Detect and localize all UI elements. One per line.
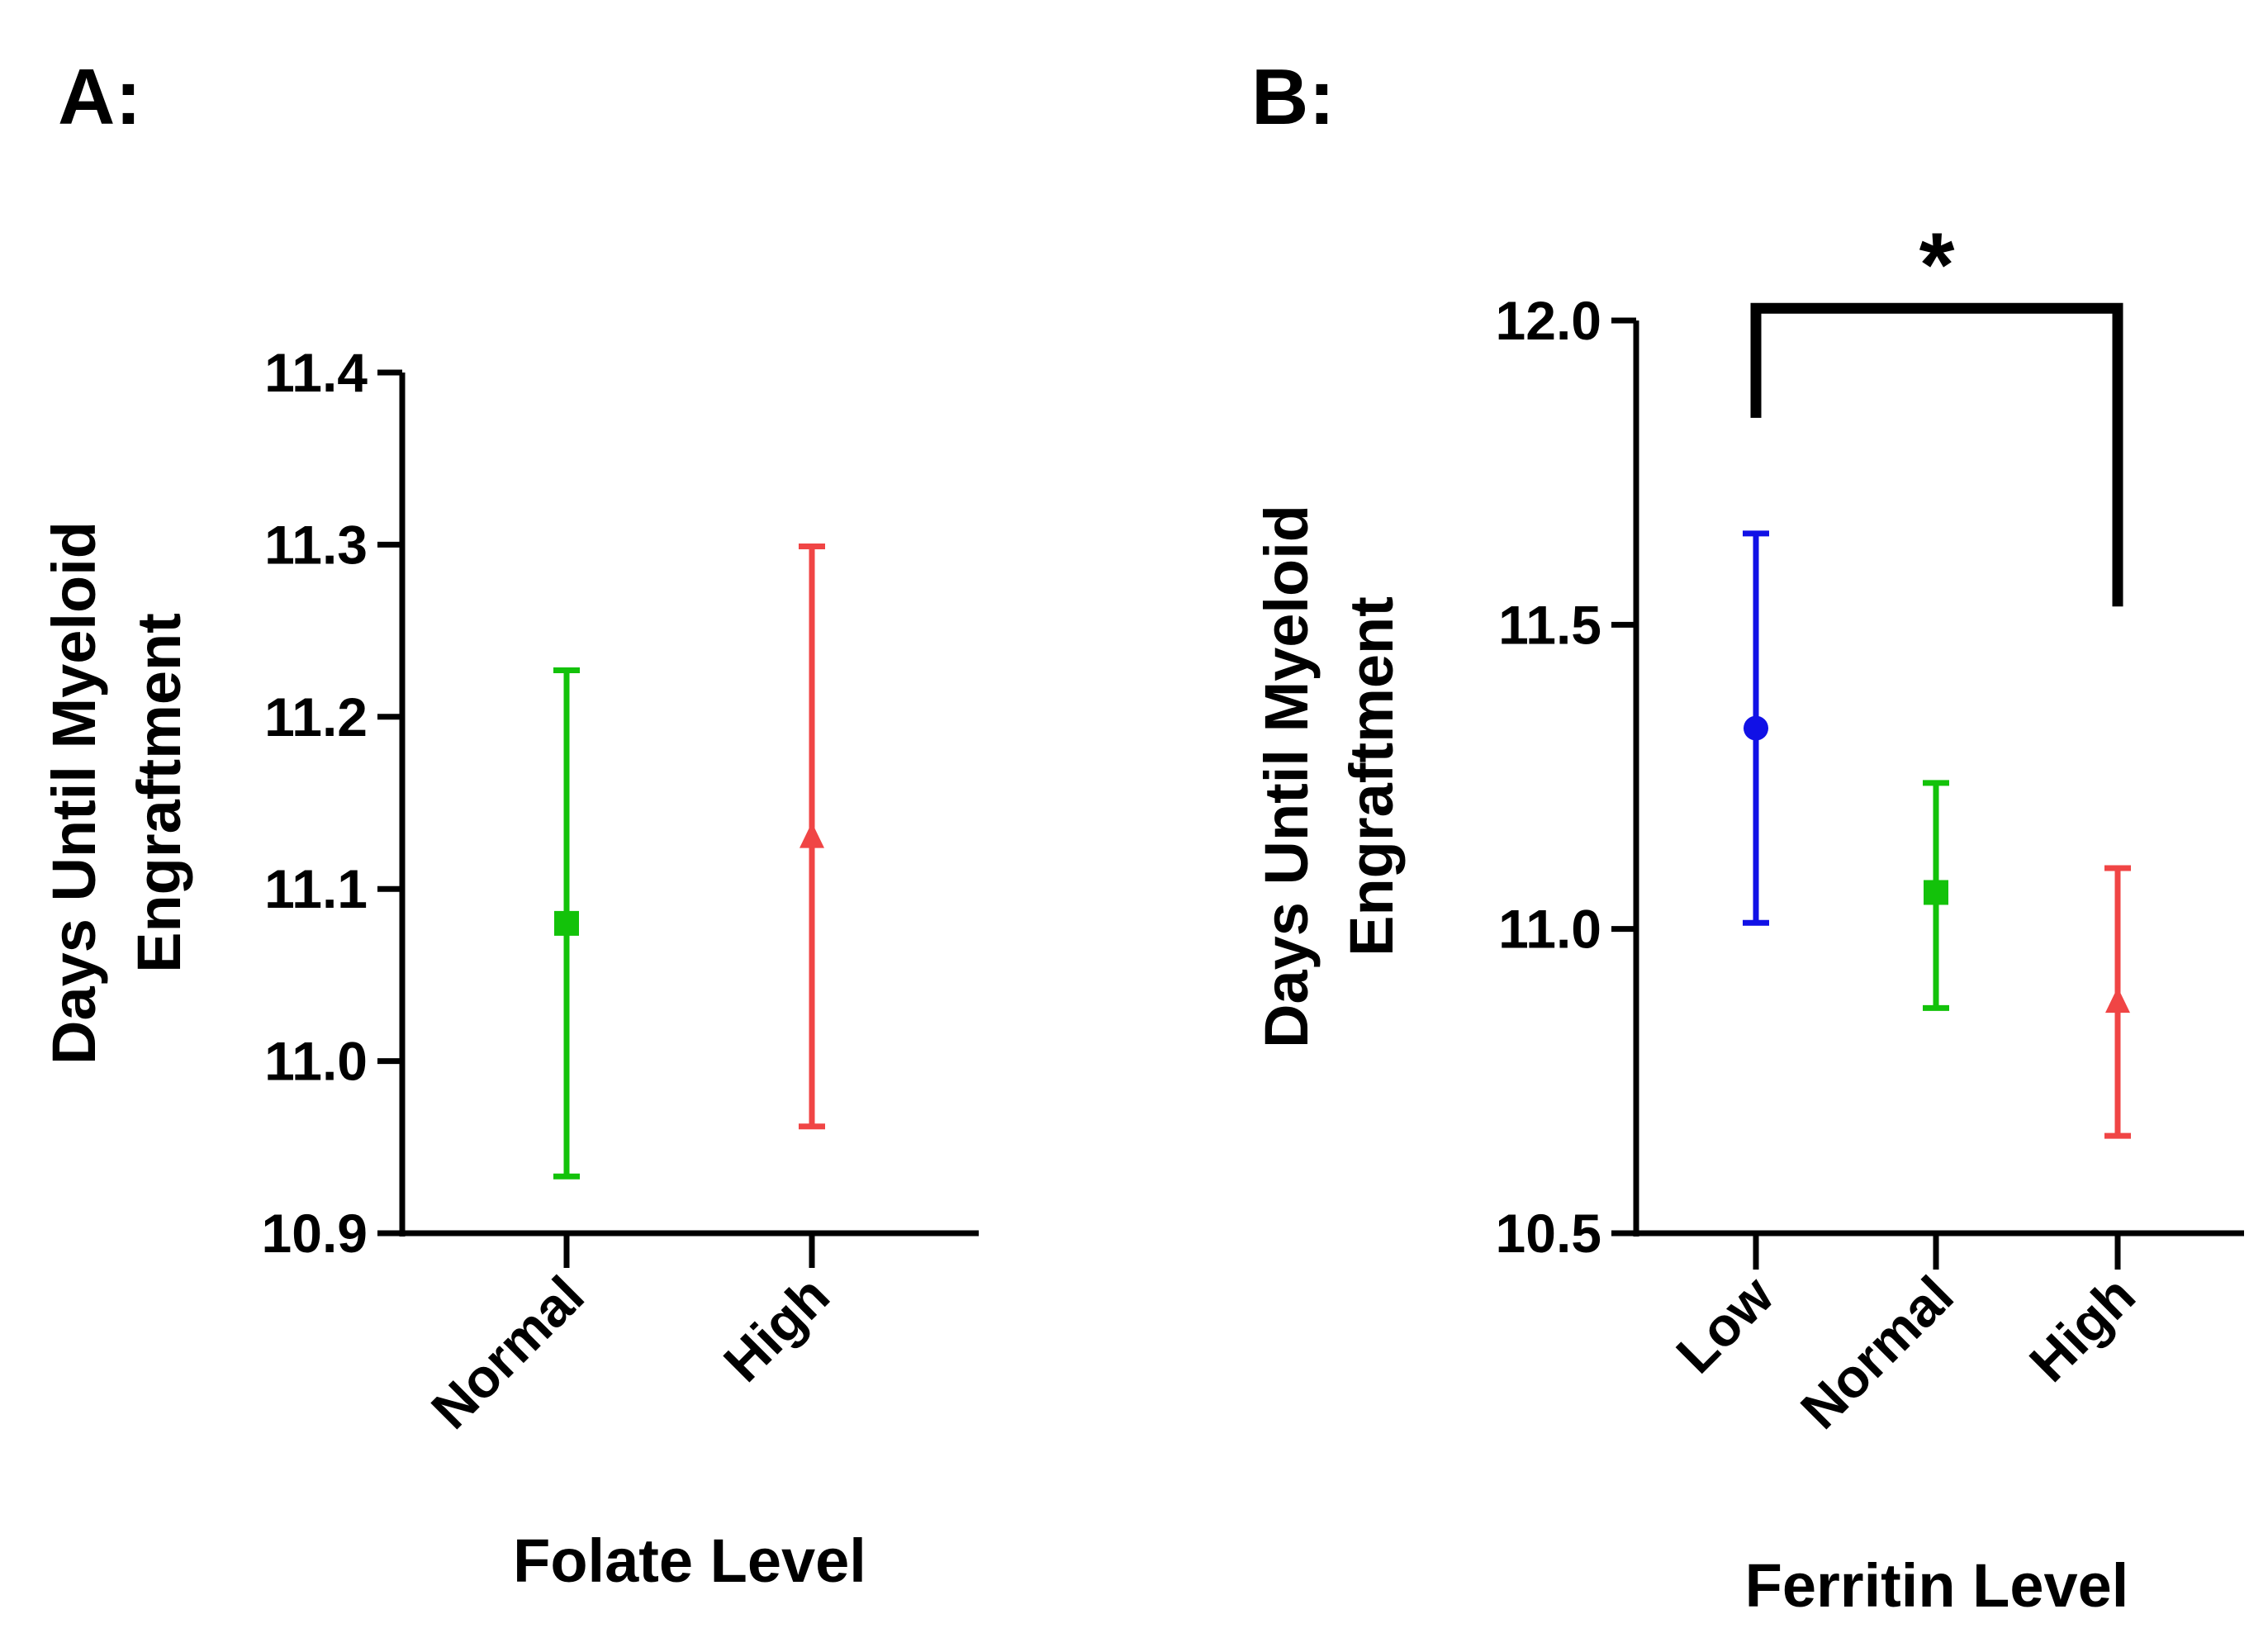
y-tick-label: 11.5 — [1498, 594, 1601, 655]
x-axis-title: Ferritin Level — [1745, 1551, 2129, 1620]
x-tick-label: High — [712, 1265, 841, 1393]
folate-chart: Days Until Myeloid Engraftment Folate Le… — [40, 342, 979, 1595]
y-tick-label: 12.0 — [1496, 290, 1601, 351]
significance-label: * — [1919, 214, 1955, 316]
mean-marker-triangle — [799, 822, 824, 848]
y-axis-title: Days Until Myeloid Engraftment — [1252, 505, 1406, 1048]
y-tick-label: 10.9 — [262, 1203, 368, 1264]
y-tick-label: 10.5 — [1496, 1203, 1601, 1264]
y-tick-label: 11.1 — [264, 858, 368, 919]
y-axis-title-line-1: Days Until Myeloid — [1252, 505, 1321, 1048]
y-axis-title: Days Until Myeloid Engraftment — [40, 521, 193, 1065]
x-axis-title: Folate Level — [513, 1526, 866, 1595]
significance-bracket — [1750, 302, 2123, 607]
x-tick-label: Normal — [1789, 1265, 1965, 1441]
y-tick-label: 11.3 — [264, 514, 368, 575]
y-tick-label: 11.0 — [264, 1031, 368, 1092]
ferritin-marks: 10.5 11.0 11.5 12.0 Low Normal High * — [1496, 214, 2244, 1441]
x-tick-label: Normal — [420, 1265, 595, 1441]
x-tick-label: High — [2018, 1265, 2147, 1393]
panel-b-label: B: — [1251, 53, 1335, 141]
mean-marker-square — [554, 910, 579, 936]
mean-marker-triangle — [2105, 987, 2130, 1014]
ferritin-chart: Days Until Myeloid Engraftment Ferritin … — [1252, 214, 2244, 1620]
y-tick-label: 11.2 — [264, 686, 368, 748]
mean-marker-square — [1924, 880, 1948, 905]
folate-marks: 10.9 11.0 11.1 11.2 11.3 11.4 Normal High — [262, 342, 979, 1441]
y-axis-title-line-1: Days Until Myeloid — [40, 521, 108, 1065]
y-tick-label: 11.0 — [1498, 899, 1601, 960]
y-axis-title-line-2: Engraftment — [125, 613, 193, 973]
y-tick-label: 11.4 — [264, 342, 368, 403]
x-tick-label: Low — [1664, 1264, 1785, 1384]
mean-marker-circle — [1744, 715, 1768, 741]
y-axis-title-line-2: Engraftment — [1337, 596, 1406, 957]
panel-a-label: A: — [58, 53, 141, 141]
